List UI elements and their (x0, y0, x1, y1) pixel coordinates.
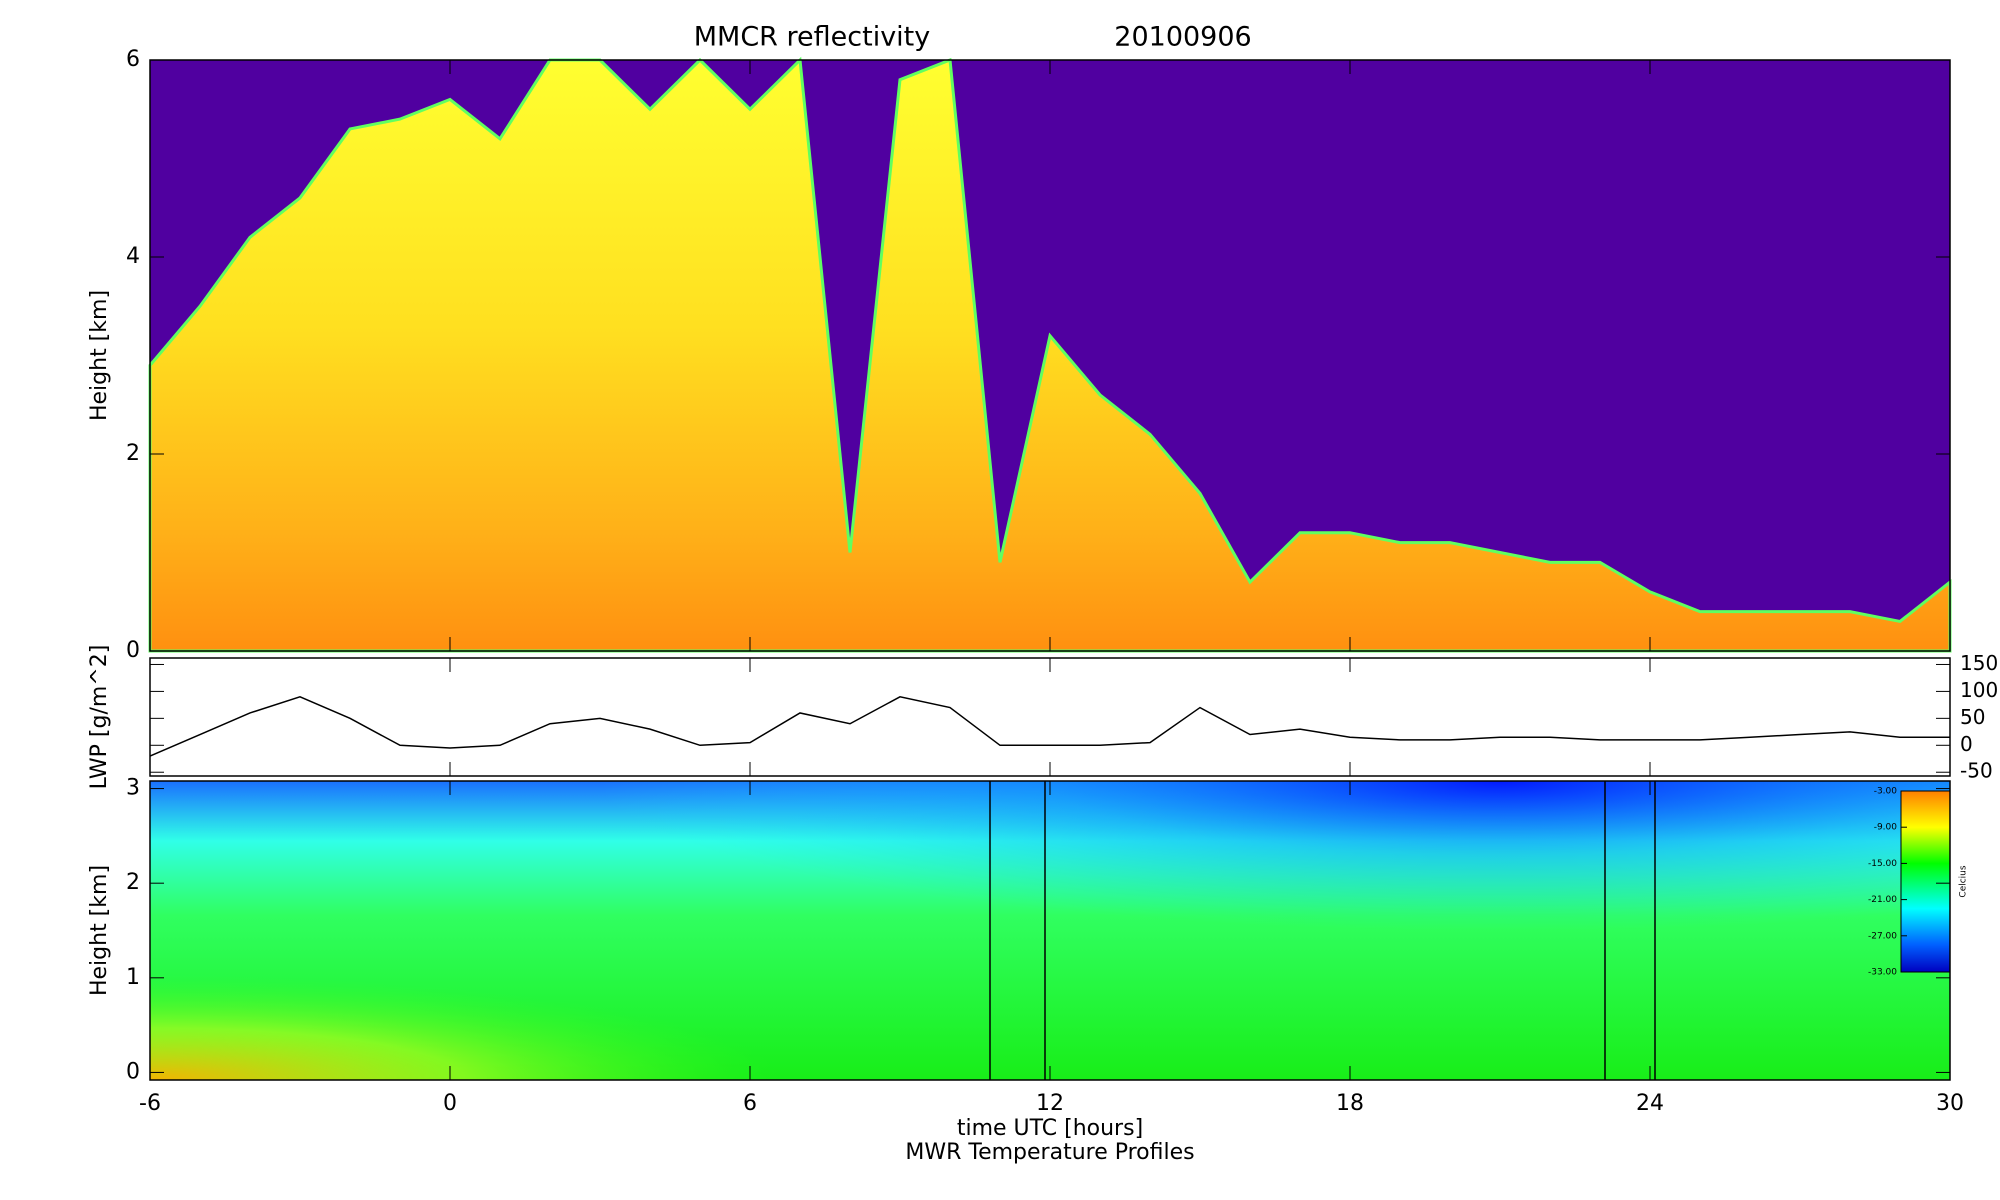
y-tick-label: 4 (126, 244, 140, 269)
colorbar-tick-label: -9.00 (1874, 823, 1898, 833)
colorbar (1900, 790, 1951, 973)
colorbar-tick-label: -27.00 (1868, 931, 1897, 941)
chart-date: 20100906 (1114, 22, 1251, 53)
bottom-title: MWR Temperature Profiles (905, 1140, 1194, 1165)
colorbar-label: Celcius (1959, 865, 1969, 897)
y-tick-label: 1 (126, 965, 140, 990)
y-axis-label: Height [km] (87, 290, 112, 421)
x-tick-label: 6 (743, 1091, 757, 1116)
y-axis-label: Height [km] (87, 865, 112, 996)
x-tick-label: 30 (1936, 1091, 1964, 1116)
lwp-line (149, 695, 1950, 757)
x-tick-label: 12 (1036, 1091, 1064, 1116)
colorbar-tick-label: -3.00 (1874, 787, 1898, 797)
y-tick-label: -50 (1960, 759, 1993, 783)
y-axis-label: LWP [g/m^2] (87, 645, 112, 790)
reflectivity-area (148, 56, 1952, 653)
x-tick-label: 0 (443, 1091, 457, 1116)
chart-title: MMCR reflectivity (694, 22, 931, 53)
y-tick-label: 50 (1960, 705, 1985, 729)
colorbar-tick-label: -21.00 (1868, 895, 1897, 905)
y-tick-label: 6 (126, 47, 140, 72)
plot-background (150, 658, 1950, 776)
temperature-cold (150, 781, 1950, 1080)
x-tick-label: -6 (139, 1091, 161, 1116)
y-tick-label: 2 (126, 870, 140, 895)
y-tick-label: 3 (126, 776, 140, 801)
x-tick-label: 24 (1636, 1091, 1664, 1116)
y-tick-label: 150 (1960, 651, 1998, 675)
x-tick-label: 18 (1336, 1091, 1364, 1116)
y-tick-label: 2 (126, 441, 140, 466)
y-tick-label: 0 (1960, 732, 1973, 756)
x-axis-label: time UTC [hours] (957, 1116, 1143, 1141)
colorbar-tick-label: -33.00 (1868, 968, 1897, 978)
y-tick-label: 100 (1960, 678, 1998, 702)
y-tick-label: 0 (126, 638, 140, 663)
y-tick-label: 0 (126, 1059, 140, 1084)
colorbar-tick-label: -15.00 (1868, 859, 1897, 869)
